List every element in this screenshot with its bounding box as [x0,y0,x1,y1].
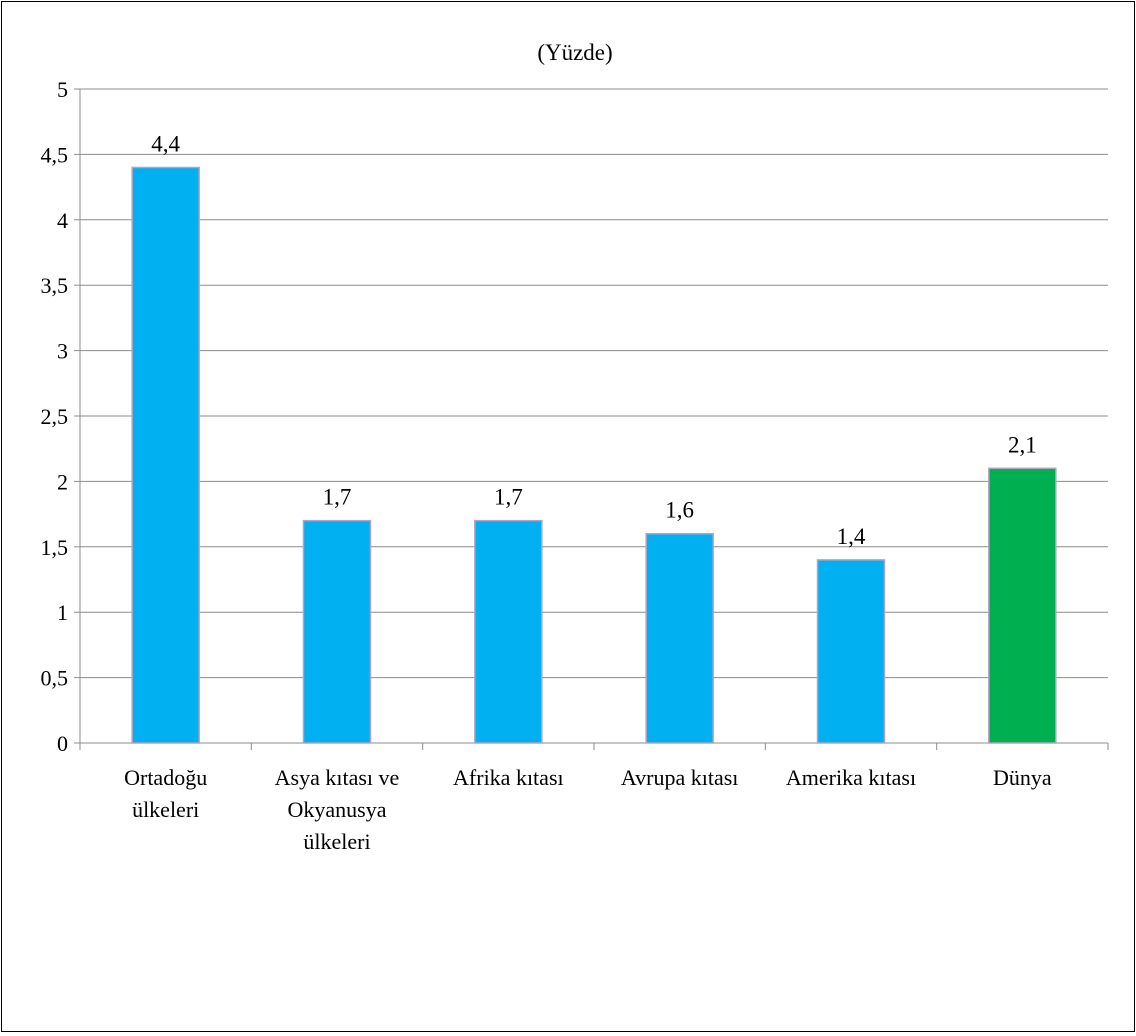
x-category-label-line: Okyanusya [288,797,387,822]
y-tick-label: 1,5 [41,535,69,560]
y-tick-label: 2 [57,469,68,494]
labels: 0 0,5 1 1,5 2 2,5 3 3,5 4 4,5 5 4,4 Ortadoğu ülkeleri… [41,77,1052,854]
x-category-label: Asya kıtası ve Okyanusya ülkeleri [275,765,400,854]
x-category-label: Dünya [993,765,1052,790]
x-category-label-line: Asya kıtası ve [275,765,400,790]
data-label: 4,4 [151,131,180,156]
x-category-label: Ortadoğu ülkeleri [124,765,207,822]
y-tick-label: 5 [57,77,68,102]
y-tick-label: 2,5 [41,404,69,429]
y-tick-label: 3,5 [41,273,69,298]
bar [474,519,543,744]
x-category-label: Amerika kıtası [786,765,916,790]
x-category-label-line: ülkeleri [303,829,370,854]
y-tick-label: 0,5 [41,666,69,691]
bar [988,467,1057,744]
data-label: 2,1 [1008,432,1037,457]
bar [645,532,714,744]
bars [131,166,1057,744]
data-label: 1,7 [494,485,523,510]
y-tick-label: 4 [57,208,68,233]
y-tick-label: 3 [57,339,68,364]
chart-title: (Yüzde) [537,40,612,65]
x-category-label-line: Dünya [993,765,1052,790]
axes [74,88,1109,750]
x-category-label-line: Ortadoğu [124,765,207,790]
x-category-label: Afrika kıtası [453,765,564,790]
y-tick-label: 4,5 [41,142,69,167]
grid-lines [80,88,1108,679]
x-category-label-line: Afrika kıtası [453,765,564,790]
data-label: 1,7 [323,485,352,510]
bar [816,559,886,744]
bar [131,166,200,744]
y-tick-label: 0 [57,731,68,756]
data-label: 1,4 [837,524,866,549]
y-tick-label: 1 [57,600,68,625]
x-category-label-line: Avrupa kıtası [621,765,739,790]
x-category-label-line: Amerika kıtası [786,765,916,790]
data-label: 1,6 [665,498,694,523]
x-category-label-line: ülkeleri [132,797,199,822]
bar [302,519,372,744]
x-category-label: Avrupa kıtası [621,765,739,790]
